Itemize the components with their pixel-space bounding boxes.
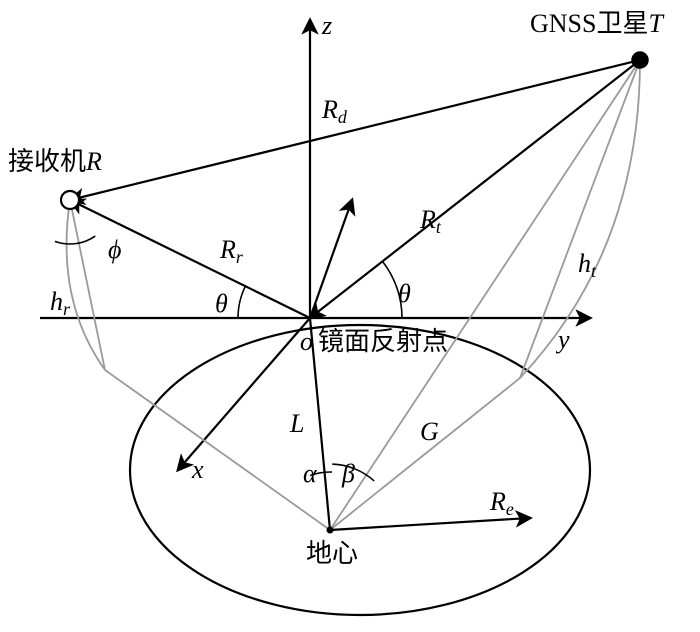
label-earth-center: 地心 bbox=[306, 539, 358, 568]
hr-line bbox=[70, 200, 105, 370]
label-gnss: GNSS卫星T bbox=[530, 9, 664, 38]
g-line-ext bbox=[330, 60, 640, 530]
label-ht: ht bbox=[578, 249, 597, 281]
earth-center-point bbox=[327, 527, 334, 534]
label-hr: hr bbox=[50, 287, 71, 319]
label-G: G bbox=[420, 417, 439, 446]
label-rt: Rt bbox=[419, 205, 442, 237]
label-specular: 镜面反射点 bbox=[318, 327, 448, 356]
label-rd: Rd bbox=[321, 95, 348, 127]
label-z: z bbox=[321, 11, 332, 40]
x-axis bbox=[178, 318, 310, 470]
phi-arc bbox=[55, 236, 95, 244]
label-o: o bbox=[300, 327, 313, 356]
label-x: x bbox=[191, 455, 204, 484]
label-y: y bbox=[555, 325, 570, 354]
re-vector bbox=[330, 518, 530, 530]
receiver-point bbox=[61, 191, 79, 209]
hr-to-center bbox=[105, 370, 330, 530]
satellite-point bbox=[632, 52, 648, 68]
label-theta-right: θ bbox=[398, 279, 411, 308]
theta-left-arc bbox=[238, 285, 246, 318]
label-receiver: 接收机R bbox=[8, 147, 102, 176]
rr-vector bbox=[70, 200, 310, 318]
label-L: L bbox=[289, 409, 304, 438]
label-theta-left: θ bbox=[215, 289, 228, 318]
label-phi: ϕ bbox=[108, 235, 121, 264]
rd-vector bbox=[70, 60, 640, 200]
label-rr: Rr bbox=[219, 235, 244, 267]
label-alpha: α bbox=[303, 459, 318, 488]
label-re: Re bbox=[489, 487, 514, 519]
label-beta: β bbox=[341, 459, 355, 488]
